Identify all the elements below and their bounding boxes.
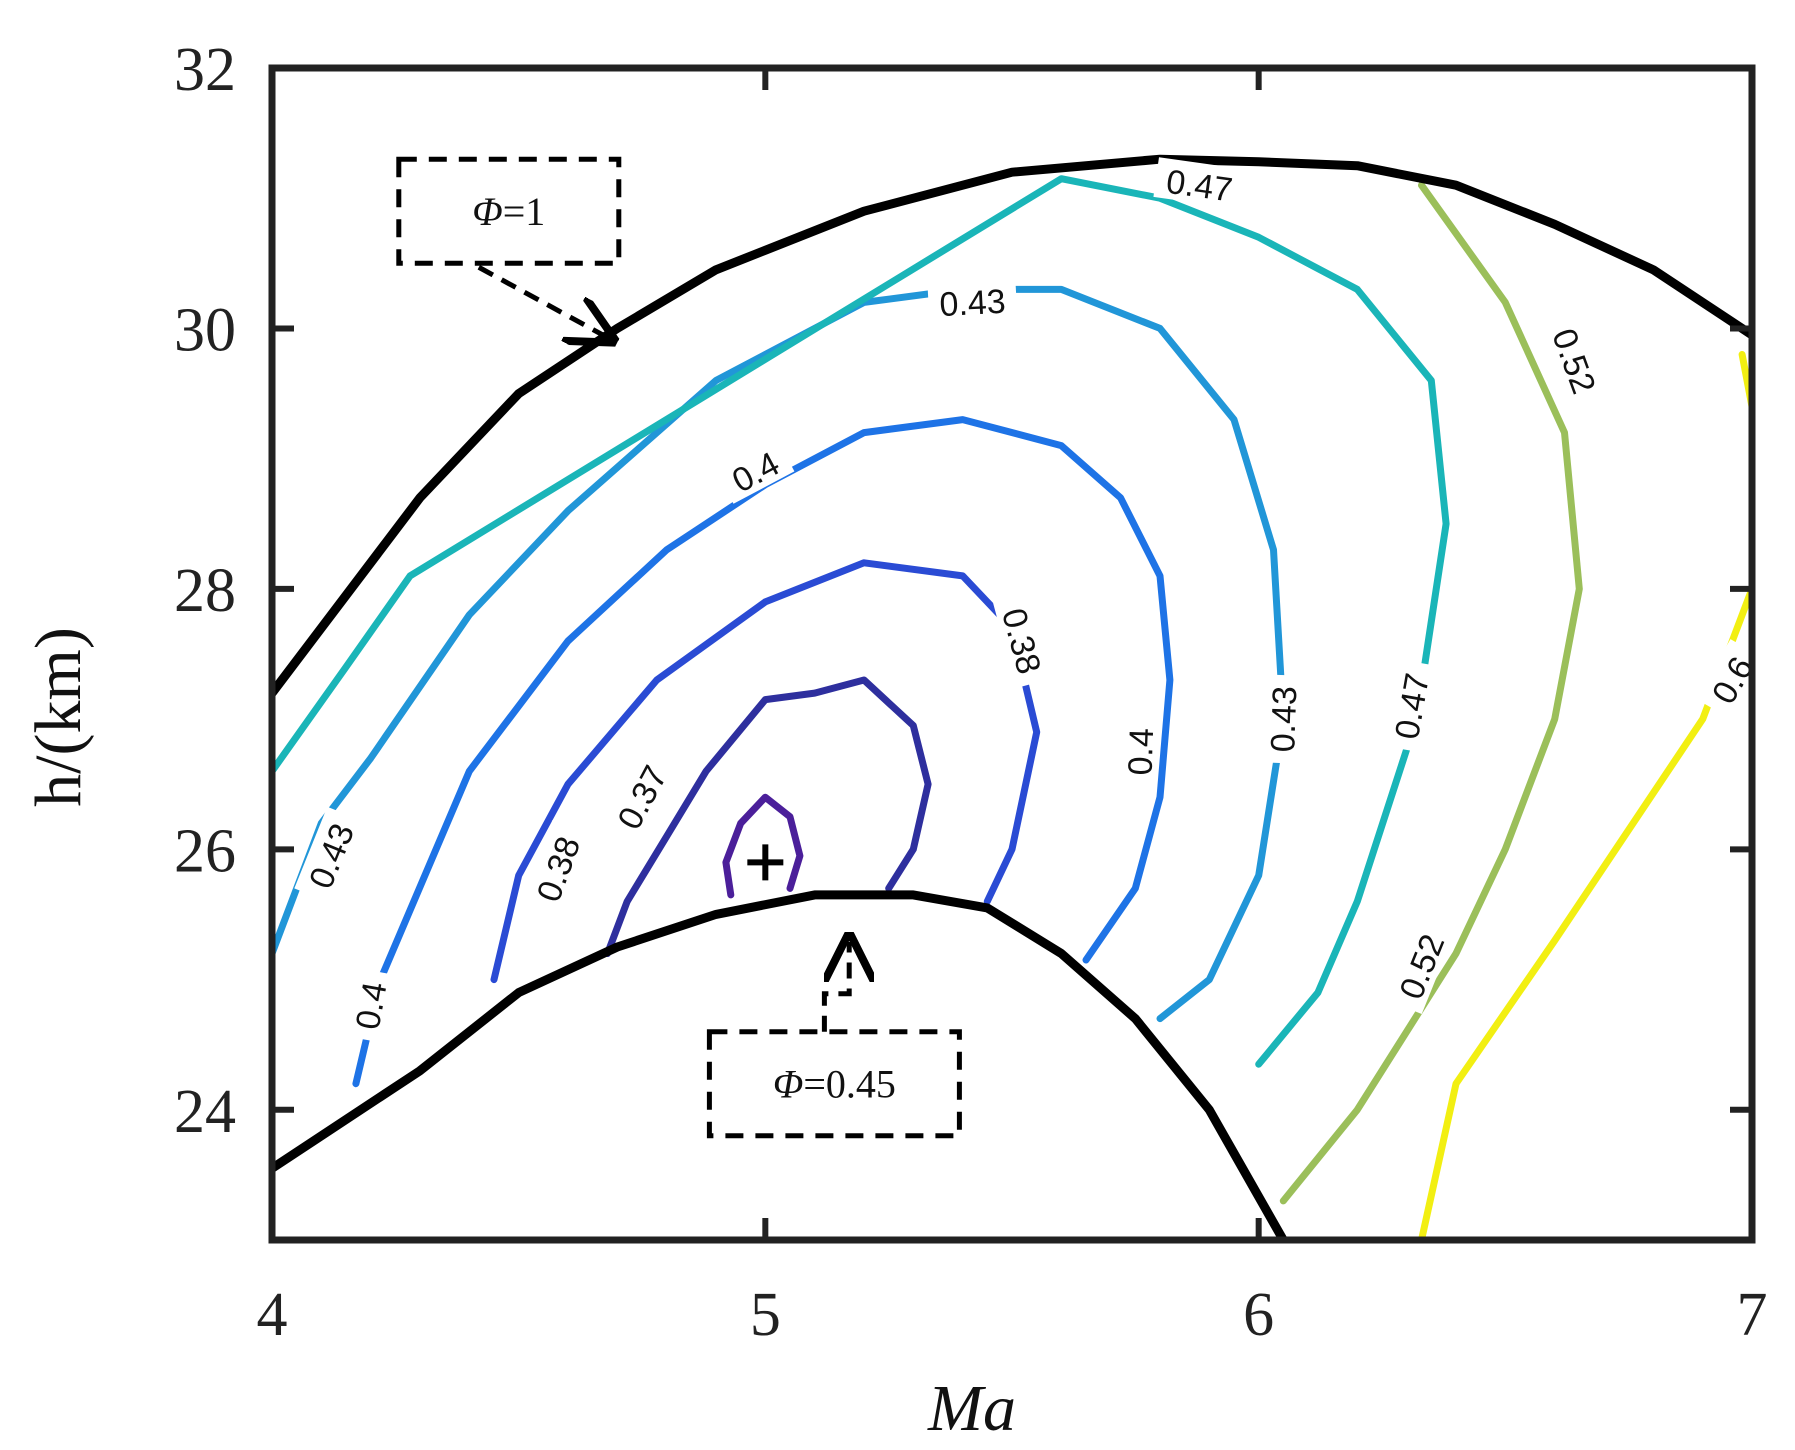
annotation-box [706, 1029, 962, 1139]
contour-line-0-6 [1418, 351, 1752, 1240]
contour-line-0-4 [352, 416, 1174, 1088]
contour-line-0-47 [272, 175, 1450, 1068]
annotations-layer: Φ=1 Φ=0.45 [396, 156, 962, 1139]
annotation-box [396, 156, 622, 266]
contour-label-bg [993, 592, 1055, 689]
contour-label: 0.38 [994, 604, 1048, 678]
contour-label-group: 0.38 [522, 820, 591, 917]
contour-label-bg [1117, 716, 1160, 787]
contour-label-group: 0.43 [927, 278, 1018, 324]
x-axis-title: Ma [927, 1372, 1016, 1445]
annotation-arrow [821, 942, 849, 1032]
contour-label: 0.43 [1264, 685, 1304, 752]
annotation-text: Φ=1 [472, 189, 545, 234]
contour-label: 0.4 [349, 979, 395, 1032]
contour-label: 0.43 [939, 283, 1007, 324]
annotation-arrow [477, 265, 609, 338]
y-tick-label: 32 [174, 36, 236, 104]
contour-label-bg [1384, 917, 1455, 1015]
y-tick-label: 28 [174, 557, 236, 625]
contour-label-bg [927, 278, 1018, 323]
contour-line-0-52 [1279, 181, 1583, 1205]
contour-label-bg [1542, 312, 1611, 409]
x-tick-label: 4 [257, 1281, 288, 1349]
contour-label-bg [522, 820, 591, 917]
contour-label-bg [1153, 157, 1247, 210]
y-tick-label: 26 [174, 817, 236, 885]
contour-label-bg [714, 436, 795, 504]
contour-line-0-43 [272, 285, 1287, 1023]
contour-label-bg [1382, 658, 1437, 753]
contour-line-0-36 [722, 793, 804, 899]
contour-label-group: 0.47 [1153, 157, 1247, 210]
boundary-line-1 [272, 154, 1752, 696]
contour-label: 0.52 [1544, 324, 1602, 399]
x-tick-label: 5 [750, 1281, 781, 1349]
contour-label-bg [1259, 674, 1303, 764]
contour-label-group: 0.47 [1382, 658, 1437, 753]
contour-line-0-38 [490, 559, 1041, 984]
contour-label-group: 0.38 [993, 592, 1055, 689]
axes-layer: 4 5 6 7 24 26 28 30 32 [174, 36, 1768, 1349]
contour-label-bg [1695, 639, 1766, 719]
contour-line-0-37 [604, 676, 932, 957]
contour-labels-layer: 0.470.430.40.380.370.380.430.40.4 0.43 0.4… [294, 157, 1766, 1043]
plot-frame [268, 64, 1756, 1244]
x-tick-label: 6 [1243, 1281, 1274, 1349]
contour-label-group: 0.4 [1117, 716, 1161, 787]
y-tick-label: 24 [174, 1078, 236, 1146]
annotation-text: Φ=0.45 [773, 1062, 896, 1107]
y-axis-title: h/(km) [22, 627, 95, 807]
boundary-line-2 [272, 890, 1288, 1240]
y-tick-label: 30 [174, 296, 236, 364]
contour-label-group: 0.43 [1259, 674, 1304, 764]
contour-label: 0.43 [302, 818, 362, 894]
contour-label-group: 0.4 [343, 967, 395, 1043]
x-tick-label: 7 [1737, 1281, 1768, 1349]
contour-label-group: 0.43 [294, 806, 365, 904]
contour-label: 0.47 [1164, 163, 1235, 210]
contour-lines-layer [272, 175, 1752, 1240]
contour-label-bg [294, 806, 365, 904]
contour-label-bg [343, 967, 395, 1043]
contour-label-bg [601, 748, 679, 845]
contour-label: 0.4 [1121, 727, 1161, 776]
boundary-lines-layer [272, 154, 1752, 1240]
